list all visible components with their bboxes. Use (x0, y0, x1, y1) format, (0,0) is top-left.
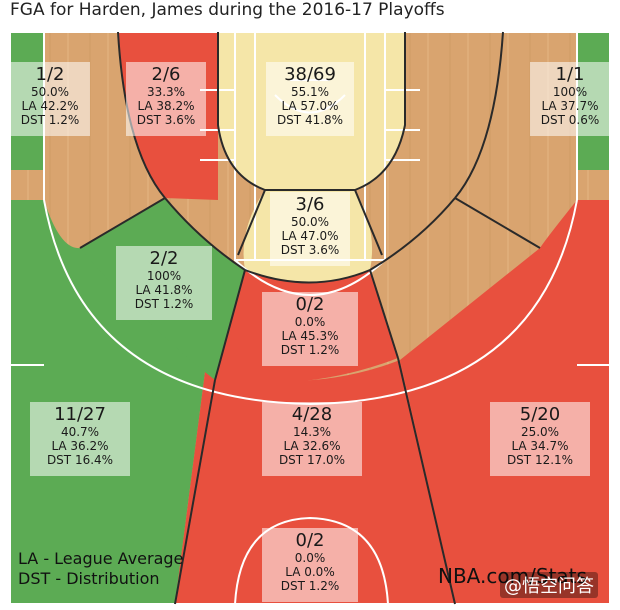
zone-la: LA 45.3% (281, 329, 339, 343)
zone-fg: 2/6 (151, 64, 181, 85)
zone-pct: 100% (146, 269, 182, 283)
zone-label-backcourt: 0/2 0.0% LA 0.0% DST 1.2% (262, 528, 358, 602)
zone-la: LA 37.7% (541, 99, 599, 113)
zone-la: LA 34.7% (511, 439, 569, 453)
zone-la: LA 41.8% (135, 283, 193, 297)
zone-fg: 11/27 (54, 404, 106, 425)
zone-pct: 0.0% (294, 315, 326, 329)
zone-fg: 1/2 (35, 64, 65, 85)
zone-pct: 14.3% (292, 425, 332, 439)
zone-pct: 50.0% (30, 85, 70, 99)
chart-title: FGA for Harden, James during the 2016-17… (10, 0, 445, 20)
zone-label-paint-non-ra: 3/6 50.0% LA 47.0% DST 3.6% (270, 192, 350, 266)
zone-dst: DST 16.4% (46, 453, 114, 467)
zone-dst: DST 0.6% (540, 113, 600, 127)
zone-dst: DST 3.6% (280, 243, 340, 257)
zone-dst: DST 3.6% (136, 113, 196, 127)
zone-pct: 0.0% (294, 551, 326, 565)
source-credit: NBA.com/Stats (438, 564, 587, 588)
zone-fg: 2/2 (149, 248, 179, 269)
zone-label-left-wing-3: 11/27 40.7% LA 36.2% DST 16.4% (30, 402, 130, 476)
zone-fg: 5/20 (519, 404, 561, 425)
zone-dst: DST 41.8% (276, 113, 344, 127)
zone-label-left-baseline-mid: 2/6 33.3% LA 38.2% DST 3.6% (126, 62, 206, 136)
zone-pct: 25.0% (520, 425, 560, 439)
zone-label-top-key-3: 4/28 14.3% LA 32.6% DST 17.0% (262, 402, 362, 476)
zone-label-right-wing-3: 5/20 25.0% LA 34.7% DST 12.1% (490, 402, 590, 476)
zone-pct: 100% (552, 85, 588, 99)
zone-dst: DST 1.2% (280, 343, 340, 357)
zone-label-restricted-area: 38/69 55.1% LA 57.0% DST 41.8% (266, 62, 354, 136)
zone-label-top-key-mid: 0/2 0.0% LA 45.3% DST 1.2% (262, 292, 358, 366)
legend: LA - League Average DST - Distribution (18, 549, 183, 589)
watermark: @悟空问答 (500, 572, 598, 598)
zone-label-left-corner-3: 1/2 50.0% LA 42.2% DST 1.2% (10, 62, 90, 136)
zone-fg: 38/69 (284, 64, 336, 85)
zone-label-left-wing-mid: 2/2 100% LA 41.8% DST 1.2% (116, 246, 212, 320)
zone-la: LA 32.6% (283, 439, 341, 453)
zone-dst: DST 12.1% (506, 453, 574, 467)
zone-fg: 1/1 (555, 64, 585, 85)
zone-dst: DST 1.2% (280, 579, 340, 593)
zone-la: LA 47.0% (281, 229, 339, 243)
zone-fg: 3/6 (295, 194, 325, 215)
zone-la: LA 57.0% (281, 99, 339, 113)
zone-pct: 55.1% (290, 85, 330, 99)
legend-dst: DST - Distribution (18, 569, 160, 588)
zone-pct: 33.3% (146, 85, 186, 99)
zone-dst: DST 1.2% (20, 113, 80, 127)
zone-dst: DST 1.2% (134, 297, 194, 311)
zone-fg: 0/2 (295, 294, 325, 315)
zone-fg: 4/28 (291, 404, 333, 425)
legend-la: LA - League Average (18, 549, 184, 568)
zone-label-right-corner-3: 1/1 100% LA 37.7% DST 0.6% (530, 62, 610, 136)
zone-la: LA 36.2% (51, 439, 109, 453)
zone-la: LA 0.0% (285, 565, 335, 579)
zone-la: LA 38.2% (137, 99, 195, 113)
zone-top-key-3 (175, 360, 455, 604)
zone-la: LA 42.2% (21, 99, 79, 113)
zone-fg: 0/2 (295, 530, 325, 551)
zone-dst: DST 17.0% (278, 453, 346, 467)
zone-pct: 50.0% (290, 215, 330, 229)
zone-pct: 40.7% (60, 425, 100, 439)
